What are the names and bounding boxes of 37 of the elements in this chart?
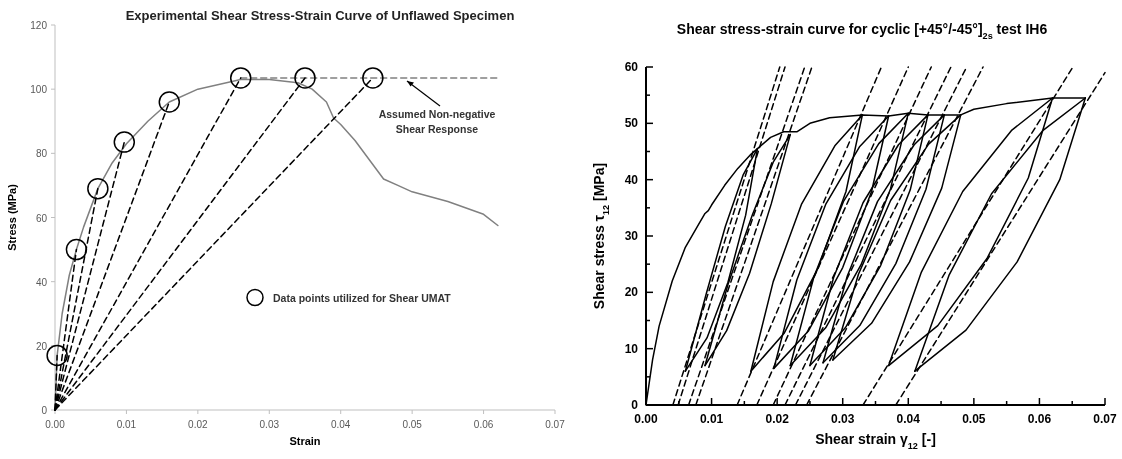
x-tick-label: 0.03 xyxy=(831,412,855,426)
x-tick-label: 0.05 xyxy=(962,412,986,426)
x-tick-label: 0.00 xyxy=(634,412,658,426)
y-tick-label: 0 xyxy=(41,405,48,416)
y-tick-label: 60 xyxy=(35,212,48,224)
x-tick-label: 0.04 xyxy=(896,412,921,426)
chart-title: Shear stress-strain curve for cyclic [+45°/-45°]$_{2s}$ test IH6 xyxy=(676,21,1048,41)
x-tick-label: 0.02 xyxy=(188,419,209,430)
x-tick-label: 0.06 xyxy=(473,419,494,430)
x-tick-label: 0.01 xyxy=(699,412,724,426)
y-axis-title: Stress (MPa) xyxy=(6,183,18,251)
x-tick-label: 0.07 xyxy=(1093,412,1117,426)
y-tick-label: 20 xyxy=(35,340,48,352)
x-tick-label: 0.01 xyxy=(116,419,137,430)
y-tick-label: 100 xyxy=(30,84,48,96)
x-tick-label: 0.07 xyxy=(545,419,566,430)
x-axis-title: Strain xyxy=(289,435,321,447)
x-tick-label: 0.03 xyxy=(259,419,280,430)
y-tick-label: 50 xyxy=(624,116,639,131)
y-tick-label: 30 xyxy=(624,229,639,243)
y-tick-label: 10 xyxy=(624,341,639,356)
x-tick-label: 0.02 xyxy=(765,412,790,426)
annotation: Assumed Non-negative Shear Response xyxy=(378,107,496,135)
y-tick-label: 40 xyxy=(624,172,639,187)
x-axis-title: Shear strain γ$_{12}$ [-] xyxy=(815,431,936,451)
y-tick-label: 0 xyxy=(631,398,639,412)
y-tick-label: 40 xyxy=(35,276,48,288)
x-tick-label: 0.06 xyxy=(1027,412,1052,426)
legend-label: Data points utilized for Shear UMAT xyxy=(273,291,452,304)
x-tick-label: 0.04 xyxy=(330,419,351,430)
x-tick-label: 0.05 xyxy=(402,419,423,430)
y-tick-label: 60 xyxy=(624,60,639,74)
y-tick-label: 120 xyxy=(30,20,48,31)
y-tick-label: 20 xyxy=(624,285,639,300)
y-tick-label: 80 xyxy=(35,148,48,160)
chart-title: Experimental Shear Stress-Strain Curve of Unflawed Specimen xyxy=(125,8,515,23)
x-tick-label: 0.00 xyxy=(45,419,66,430)
